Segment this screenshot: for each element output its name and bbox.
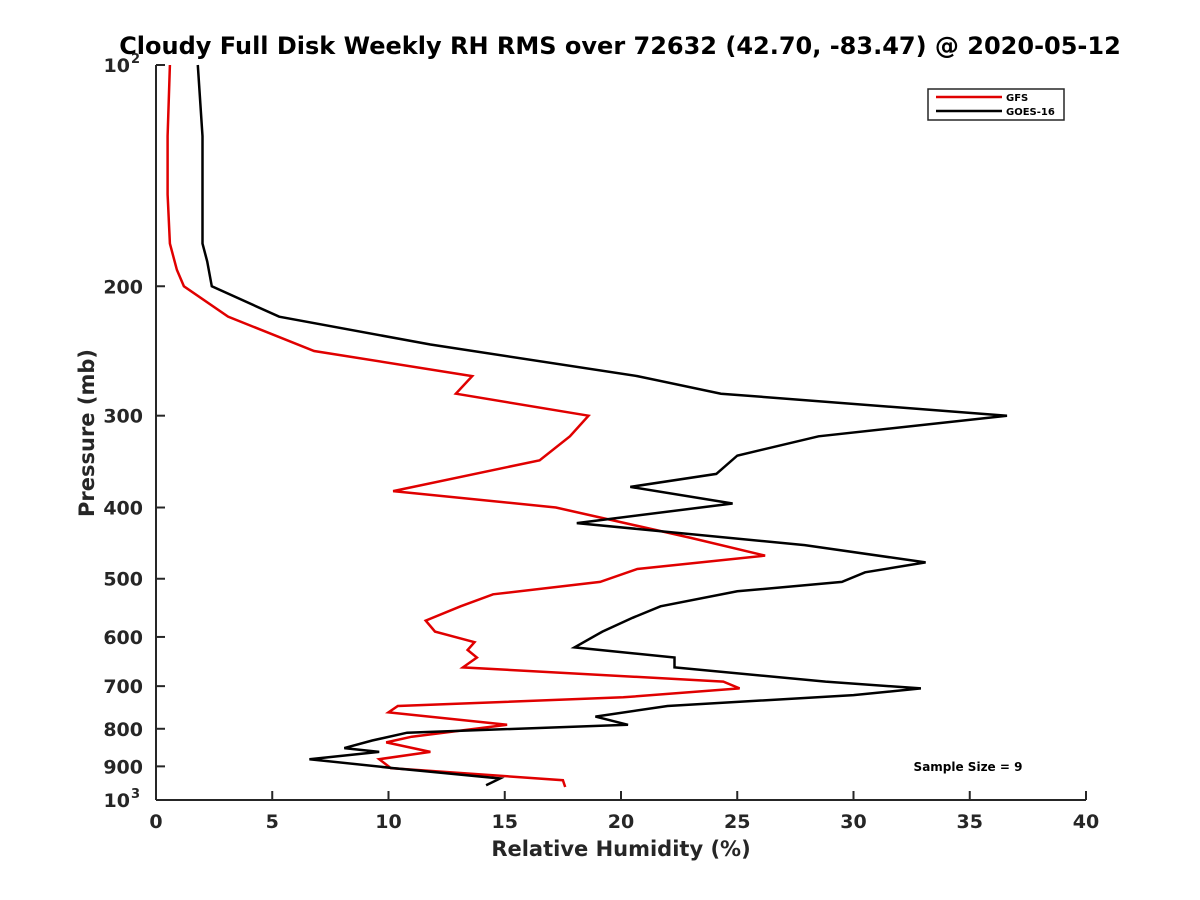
x-tick-label: 15: [492, 811, 518, 833]
y-tick-exponent: 2: [131, 52, 140, 67]
y-tick-label: 300: [103, 406, 143, 428]
x-tick-label: 20: [608, 811, 634, 833]
x-tick-label: 25: [724, 811, 750, 833]
legend-label-goes16: GOES-16: [1006, 107, 1055, 118]
legend-label-gfs: GFS: [1006, 93, 1028, 104]
x-tick-label: 40: [1073, 811, 1099, 833]
x-tick-label: 35: [957, 811, 983, 833]
series-layer: [166, 64, 1008, 788]
y-tick-label: 800: [103, 719, 143, 741]
x-tick-label: 5: [266, 811, 279, 833]
x-tick-label: 10: [375, 811, 401, 833]
y-axis-label: Pressure (mb): [75, 349, 99, 517]
legend: GFS GOES-16: [927, 88, 1065, 121]
y-tick-label: 500: [103, 569, 143, 591]
y-tick-label: 700: [103, 676, 143, 698]
y-tick-label: 900: [103, 756, 143, 778]
y-tick-label: 200: [103, 276, 143, 298]
y-tick-label: 10: [104, 55, 130, 77]
y-tick-label: 600: [103, 627, 143, 649]
x-axis-label: Relative Humidity (%): [491, 837, 750, 861]
y-tick-exponent: 3: [131, 787, 140, 802]
y-tick-label: 400: [103, 498, 143, 520]
legend-box: [927, 88, 1065, 121]
x-tick-label: 30: [840, 811, 866, 833]
y-tick-label: 10: [104, 790, 130, 812]
series-line-goes16: [196, 64, 1008, 787]
sample-size-annotation: Sample Size = 9: [914, 760, 1023, 774]
x-tick-label: 0: [149, 811, 162, 833]
chart-title: Cloudy Full Disk Weekly RH RMS over 7263…: [119, 32, 1121, 60]
x-ticks: 0 5 10 15 20 25 30 35 40: [149, 791, 1099, 833]
